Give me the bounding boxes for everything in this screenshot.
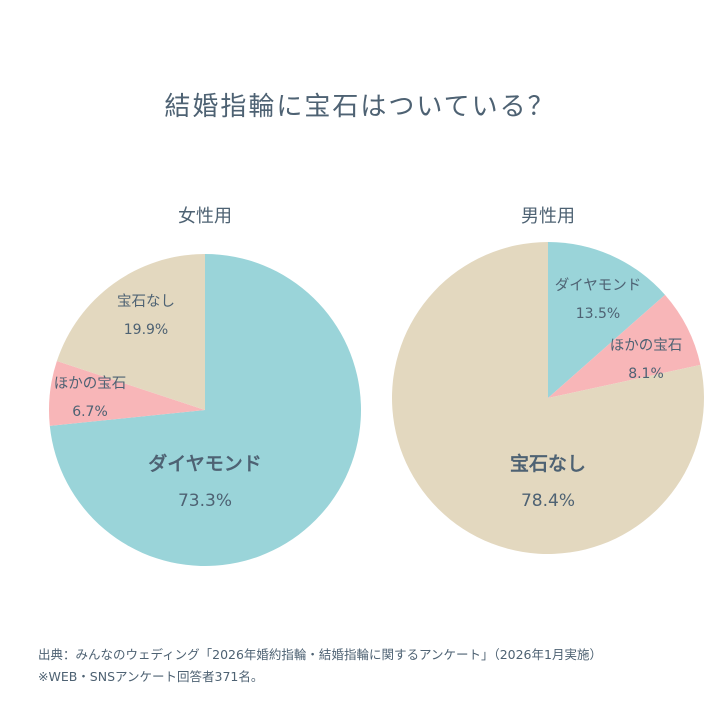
pie-title-1: 女性用 xyxy=(178,206,232,227)
slice-label-2-2: ほかの宝石 xyxy=(610,337,683,354)
chart-title: 結婚指輪に宝石はついている？ xyxy=(164,92,556,122)
source-text: 出典：みんなのウェディング「2026年婚約指輪・結婚指輪に関するアンケート」（2… xyxy=(38,647,602,662)
pie-slice-1-3 xyxy=(56,254,206,410)
pie-slice-2-1 xyxy=(548,242,666,398)
slice-value-2-1: 13.5% xyxy=(576,306,620,322)
pie-slice-2-3 xyxy=(392,242,704,554)
slice-label-1-2: ほかの宝石 xyxy=(54,375,127,392)
slice-label-1-3: 宝石なし xyxy=(117,293,175,310)
pie-slice-1-1 xyxy=(49,254,361,566)
slice-label-1-1: ダイヤモンド xyxy=(148,452,261,475)
source-footer: 出典：みんなのウェディング「2026年婚約指輪・結婚指輪に関するアンケート」（2… xyxy=(38,644,698,688)
pie-slice-1-2 xyxy=(49,361,205,426)
pie-slice-2-2 xyxy=(548,294,701,398)
slice-label-2-3: 宝石なし xyxy=(510,452,586,475)
slice-value-1-2: 6.7% xyxy=(72,404,108,420)
slice-value-2-3: 78.4% xyxy=(521,491,575,511)
slice-value-1-1: 73.3% xyxy=(178,491,232,511)
slice-label-2-1: ダイヤモンド xyxy=(555,277,642,294)
note-text: ※WEB・SNSアンケート回答者371名。 xyxy=(38,669,264,684)
pie-title-2: 男性用 xyxy=(521,206,575,227)
slice-value-1-3: 19.9% xyxy=(124,322,168,338)
slice-value-2-2: 8.1% xyxy=(628,366,664,382)
